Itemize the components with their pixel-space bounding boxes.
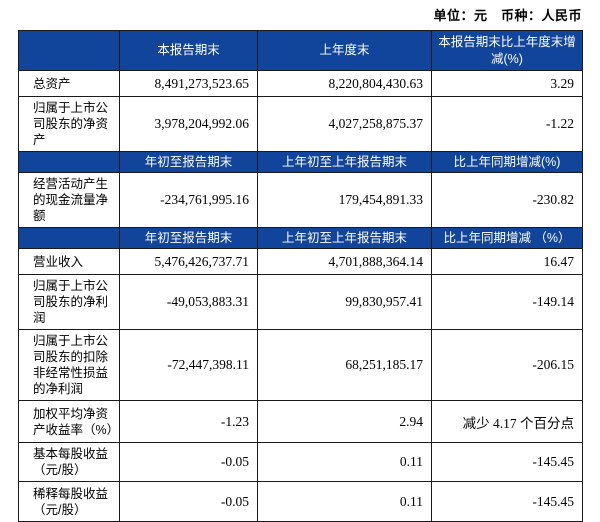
current-value: 8,491,273,523.65	[119, 70, 258, 97]
header-row-ytd-income: 年初至报告期末 上年初至上年报告期末 比上年同期增减 （%）	[18, 227, 583, 249]
prior-value: 0.11	[257, 442, 432, 482]
prior-value: 4,701,888,364.14	[257, 248, 432, 275]
current-value: 3,978,204,992.06	[119, 96, 258, 152]
current-value: -72,447,398.11	[119, 329, 258, 401]
metric-label: 归属于上市公司股东的净利润	[18, 274, 120, 330]
change-value: -149.14	[431, 274, 583, 330]
col-header-prior-year-end: 上年度末	[257, 30, 432, 71]
prior-value: 99,830,957.41	[257, 274, 432, 330]
col-header-ytd-current: 年初至报告期末	[119, 227, 258, 249]
row-net-assets-attributable: 归属于上市公司股东的净资产 3,978,204,992.06 4,027,258…	[18, 96, 583, 152]
corner-cell-empty	[18, 30, 120, 71]
metric-label: 基本每股收益（元/股）	[18, 442, 120, 482]
metric-label: 加权平均净资产收益率（%）	[18, 400, 120, 443]
col-header-change-vs-prior-year-end: 本报告期末比上年度末增减(%)	[431, 30, 583, 71]
prior-value: 179,454,891.33	[257, 172, 432, 228]
change-value: 3.29	[431, 70, 583, 97]
prior-value: 2.94	[257, 400, 432, 443]
row-net-profit-excl-nonrecurring: 归属于上市公司股东的扣除非经常性损益的净利润 -72,447,398.11 68…	[18, 329, 583, 401]
row-operating-cash-flow: 经营活动产生的现金流量净额 -234,761,995.16 179,454,89…	[18, 172, 583, 228]
metric-label: 归属于上市公司股东的扣除非经常性损益的净利润	[18, 329, 120, 401]
col-header-yoy-change: 比上年同期增减 （%）	[431, 227, 583, 249]
prior-value: 0.11	[257, 481, 432, 522]
row-operating-revenue: 营业收入 5,476,426,737.71 4,701,888,364.14 1…	[18, 248, 583, 275]
col-header-current-period-end: 本报告期末	[119, 30, 258, 71]
change-value: -230.82	[431, 172, 583, 228]
change-value: -145.45	[431, 481, 583, 522]
change-value: -206.15	[431, 329, 583, 401]
metric-label: 稀释每股收益（元/股）	[18, 481, 120, 522]
metric-label: 经营活动产生的现金流量净额	[18, 172, 120, 228]
col-header-ytd-prior: 上年初至上年报告期末	[257, 227, 432, 249]
current-value: 5,476,426,737.71	[119, 248, 258, 275]
corner-cell-empty	[18, 151, 120, 173]
current-value: -49,053,883.31	[119, 274, 258, 330]
change-value: 16.47	[431, 248, 583, 275]
unit-currency-note: 单位：元 币种：人民币	[433, 8, 582, 23]
col-header-ytd-current: 年初至报告期末	[119, 151, 258, 173]
financial-summary-table: 本报告期末 上年度末 本报告期末比上年度末增减(%) 总资产 8,491,273…	[18, 30, 583, 522]
row-total-assets: 总资产 8,491,273,523.65 8,220,804,430.63 3.…	[18, 70, 583, 97]
change-value: 减少 4.17 个百分点	[431, 400, 583, 443]
col-header-ytd-prior: 上年初至上年报告期末	[257, 151, 432, 173]
prior-value: 8,220,804,430.63	[257, 70, 432, 97]
row-net-profit-attributable: 归属于上市公司股东的净利润 -49,053,883.31 99,830,957.…	[18, 274, 583, 330]
current-value: -0.05	[119, 442, 258, 482]
corner-cell-empty	[18, 227, 120, 249]
current-value: -0.05	[119, 481, 258, 522]
current-value: -234,761,995.16	[119, 172, 258, 228]
metric-label: 营业收入	[18, 248, 120, 275]
prior-value: 4,027,258,875.37	[257, 96, 432, 152]
header-row-period-end: 本报告期末 上年度末 本报告期末比上年度末增减(%)	[18, 30, 583, 71]
current-value: -1.23	[119, 400, 258, 443]
col-header-yoy-change: 比上年同期增减(%)	[431, 151, 583, 173]
change-value: -1.22	[431, 96, 583, 152]
prior-value: 68,251,185.17	[257, 329, 432, 401]
header-row-ytd-cashflow: 年初至报告期末 上年初至上年报告期末 比上年同期增减(%)	[18, 151, 583, 173]
metric-label: 总资产	[18, 70, 120, 97]
row-weighted-avg-roe: 加权平均净资产收益率（%） -1.23 2.94 减少 4.17 个百分点	[18, 400, 583, 443]
change-value: -145.45	[431, 442, 583, 482]
row-basic-eps: 基本每股收益（元/股） -0.05 0.11 -145.45	[18, 442, 583, 482]
metric-label: 归属于上市公司股东的净资产	[18, 96, 120, 152]
row-diluted-eps: 稀释每股收益（元/股） -0.05 0.11 -145.45	[18, 481, 583, 522]
